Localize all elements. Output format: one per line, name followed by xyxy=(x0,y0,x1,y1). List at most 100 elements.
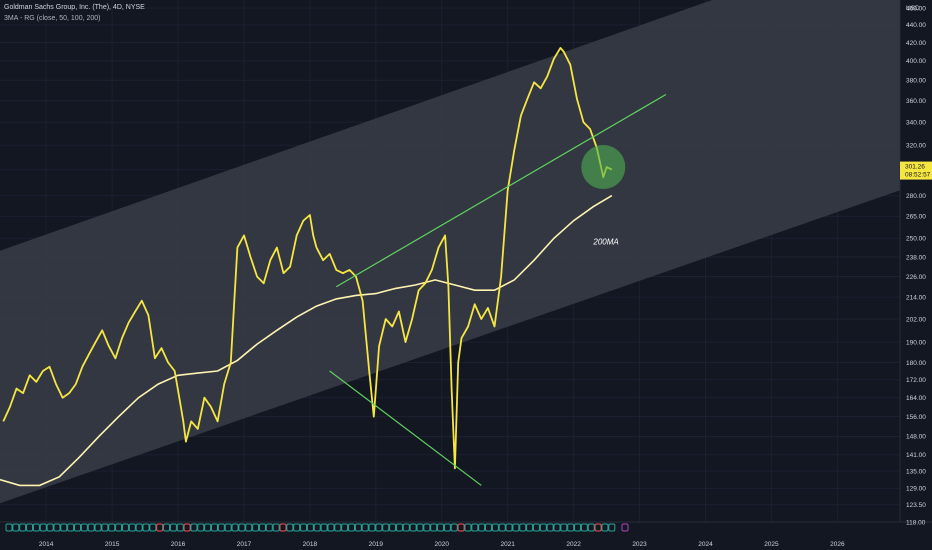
ma200-annotation: 200MA xyxy=(592,238,618,247)
event-marker xyxy=(587,523,595,532)
event-marker xyxy=(142,523,150,532)
event-marker xyxy=(437,523,445,532)
event-marker xyxy=(121,523,129,532)
y-tick-label: 420.00 xyxy=(906,40,926,47)
event-marker xyxy=(608,523,616,532)
event-marker xyxy=(19,523,27,532)
event-marker xyxy=(430,523,438,532)
price-line xyxy=(2,47,613,470)
x-tick-label: 2020 xyxy=(435,541,450,548)
event-marker xyxy=(231,523,239,532)
y-tick-label: 265.00 xyxy=(906,214,926,221)
event-marker xyxy=(183,523,191,532)
event-marker xyxy=(471,523,479,532)
event-marker xyxy=(491,523,499,532)
event-marker xyxy=(512,523,520,532)
event-marker xyxy=(108,523,116,532)
x-tick-label: 2026 xyxy=(830,541,845,548)
event-marker xyxy=(457,523,465,532)
event-marker xyxy=(80,523,88,532)
event-marker xyxy=(341,523,349,532)
event-marker xyxy=(395,523,403,532)
event-marker xyxy=(286,523,294,532)
y-tick-label: 202.00 xyxy=(906,316,926,323)
event-marker xyxy=(101,523,109,532)
indicator-label[interactable]: 3MA - RG (close, 50, 100, 200) xyxy=(4,15,101,22)
event-marker xyxy=(26,523,34,532)
event-marker xyxy=(560,523,568,532)
y-tick-label: 141.00 xyxy=(906,452,926,459)
price-channel-band xyxy=(0,0,900,504)
y-tick-label: 250.00 xyxy=(906,236,926,243)
y-tick-label: 180.00 xyxy=(906,360,926,367)
event-marker xyxy=(204,523,212,532)
event-marker xyxy=(402,523,410,532)
event-marker xyxy=(197,523,205,532)
ma200-line xyxy=(0,194,613,487)
x-tick-label: 2014 xyxy=(39,541,54,548)
price-axis[interactable]: 118.00 123.50 129.00 135.00 141.00 148.00 156.… xyxy=(906,5,926,526)
event-marker xyxy=(149,523,157,532)
event-marker xyxy=(300,523,308,532)
x-tick-label: 2019 xyxy=(369,541,384,548)
event-marker xyxy=(252,523,260,532)
event-marker xyxy=(526,523,534,532)
event-marker xyxy=(409,523,417,532)
x-tick-label: 2015 xyxy=(105,541,120,548)
event-marker xyxy=(94,523,102,532)
event-marker xyxy=(217,523,225,532)
x-tick-label: 2016 xyxy=(171,541,186,548)
event-marker xyxy=(53,523,61,532)
y-tick-label: 156.00 xyxy=(906,414,926,421)
y-tick-label: 135.00 xyxy=(906,468,926,475)
event-marker xyxy=(87,523,95,532)
event-marker xyxy=(5,523,13,532)
y-tick-label: 320.00 xyxy=(906,142,926,149)
y-tick-label: 340.00 xyxy=(906,120,926,127)
event-marker xyxy=(313,523,321,532)
y-tick-label: 190.00 xyxy=(906,339,926,346)
event-marker xyxy=(368,523,376,532)
event-marker xyxy=(32,523,40,532)
event-marker xyxy=(163,523,171,532)
y-tick-label: 118.00 xyxy=(906,519,926,526)
event-marker xyxy=(354,523,362,532)
event-marker xyxy=(156,523,164,532)
event-marker xyxy=(320,523,328,532)
y-tick-label: 226.00 xyxy=(906,274,926,281)
event-marker xyxy=(464,523,472,532)
event-marker xyxy=(546,523,554,532)
event-marker xyxy=(443,523,451,532)
event-markers xyxy=(5,523,629,532)
y-tick-label: 164.00 xyxy=(906,395,926,402)
event-marker xyxy=(169,523,177,532)
x-tick-label: 2025 xyxy=(764,541,779,548)
chart-title: Goldman Sachs Group, Inc. (The), 4D, NYS… xyxy=(4,4,145,11)
event-marker xyxy=(580,523,588,532)
event-marker xyxy=(485,523,492,532)
event-marker xyxy=(450,523,458,532)
event-marker xyxy=(498,523,506,532)
event-marker xyxy=(519,523,527,532)
y-tick-label: 280.00 xyxy=(906,193,926,200)
event-marker xyxy=(382,523,390,532)
event-marker xyxy=(265,523,273,532)
x-tick-label: 2018 xyxy=(303,541,318,548)
chart-overlays: 200MA xyxy=(329,93,667,486)
upper-trendline xyxy=(335,93,667,288)
y-tick-label: 129.00 xyxy=(906,486,926,493)
event-marker xyxy=(389,523,397,532)
event-marker xyxy=(258,523,266,532)
x-tick-label: 2022 xyxy=(566,541,581,548)
event-marker xyxy=(245,523,253,532)
event-marker xyxy=(238,523,246,532)
event-marker xyxy=(478,523,486,532)
event-marker xyxy=(46,523,54,532)
event-marker xyxy=(67,523,75,532)
event-marker xyxy=(594,523,602,532)
event-marker xyxy=(505,523,513,532)
event-marker xyxy=(272,523,280,532)
event-marker xyxy=(135,523,143,532)
time-axis[interactable]: 2014 2015 2016 2017 2018 2019 2020 2021 2022 2023… xyxy=(39,541,845,548)
